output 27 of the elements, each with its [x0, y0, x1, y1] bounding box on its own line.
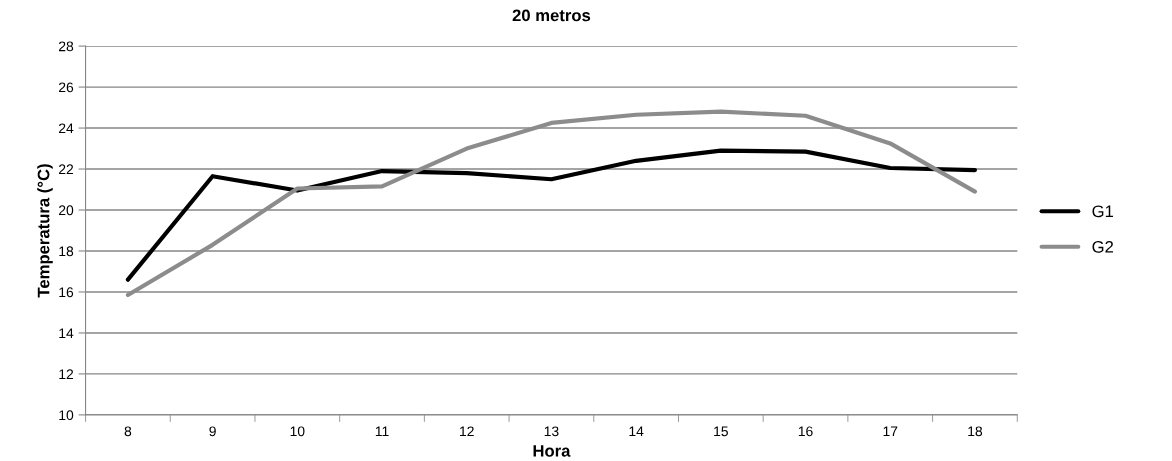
y-tick-label: 10: [59, 410, 74, 421]
x-tick-label: 18: [968, 426, 983, 437]
x-tick-label: 11: [375, 426, 389, 437]
y-tick-label: 22: [59, 164, 74, 175]
x-tick-label: 17: [883, 426, 898, 437]
x-tick-label: 14: [629, 426, 644, 437]
legend-label: G2: [1092, 240, 1114, 253]
y-tick-label: 16: [59, 287, 74, 298]
x-tick-label: 15: [714, 426, 728, 437]
y-tick-label: 14: [59, 328, 74, 338]
line-series: [125, 148, 978, 282]
y-tick-label: 18: [59, 246, 74, 257]
y-tick-label: 12: [59, 369, 74, 379]
chart-title: 20 metros: [512, 9, 591, 22]
y-axis-title: Temperatura (°C): [37, 164, 53, 298]
y-tick-label: 20: [59, 205, 74, 216]
y-tick-label: 26: [59, 82, 74, 93]
x-tick-label: 9: [209, 426, 216, 437]
x-tick-label: 16: [798, 426, 813, 437]
y-tick-label: 24: [59, 123, 74, 134]
x-tick-label: 10: [290, 426, 305, 437]
x-tick-label: 12: [460, 426, 474, 437]
legend-label: G1: [1092, 205, 1114, 218]
x-tick-label: 8: [124, 426, 132, 437]
y-tick-label: 28: [59, 41, 74, 52]
x-axis-title: Hora: [533, 445, 571, 457]
x-tick-label: 13: [544, 426, 559, 437]
